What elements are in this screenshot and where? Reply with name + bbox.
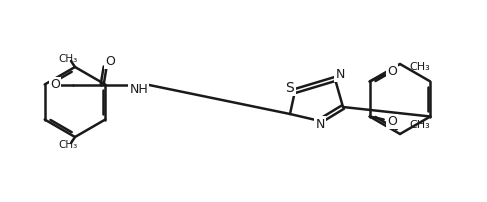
Text: CH₃: CH₃ <box>58 54 77 64</box>
Text: O: O <box>387 65 396 78</box>
Text: NH: NH <box>130 83 148 96</box>
Text: O: O <box>387 115 396 128</box>
Text: CH₃: CH₃ <box>58 140 77 150</box>
Text: S: S <box>285 81 294 95</box>
Text: N: N <box>315 118 325 130</box>
Text: CH₃: CH₃ <box>410 62 431 73</box>
Text: N: N <box>336 67 345 81</box>
Text: O: O <box>50 78 59 91</box>
Text: CH₃: CH₃ <box>410 120 431 129</box>
Text: O: O <box>105 55 114 68</box>
